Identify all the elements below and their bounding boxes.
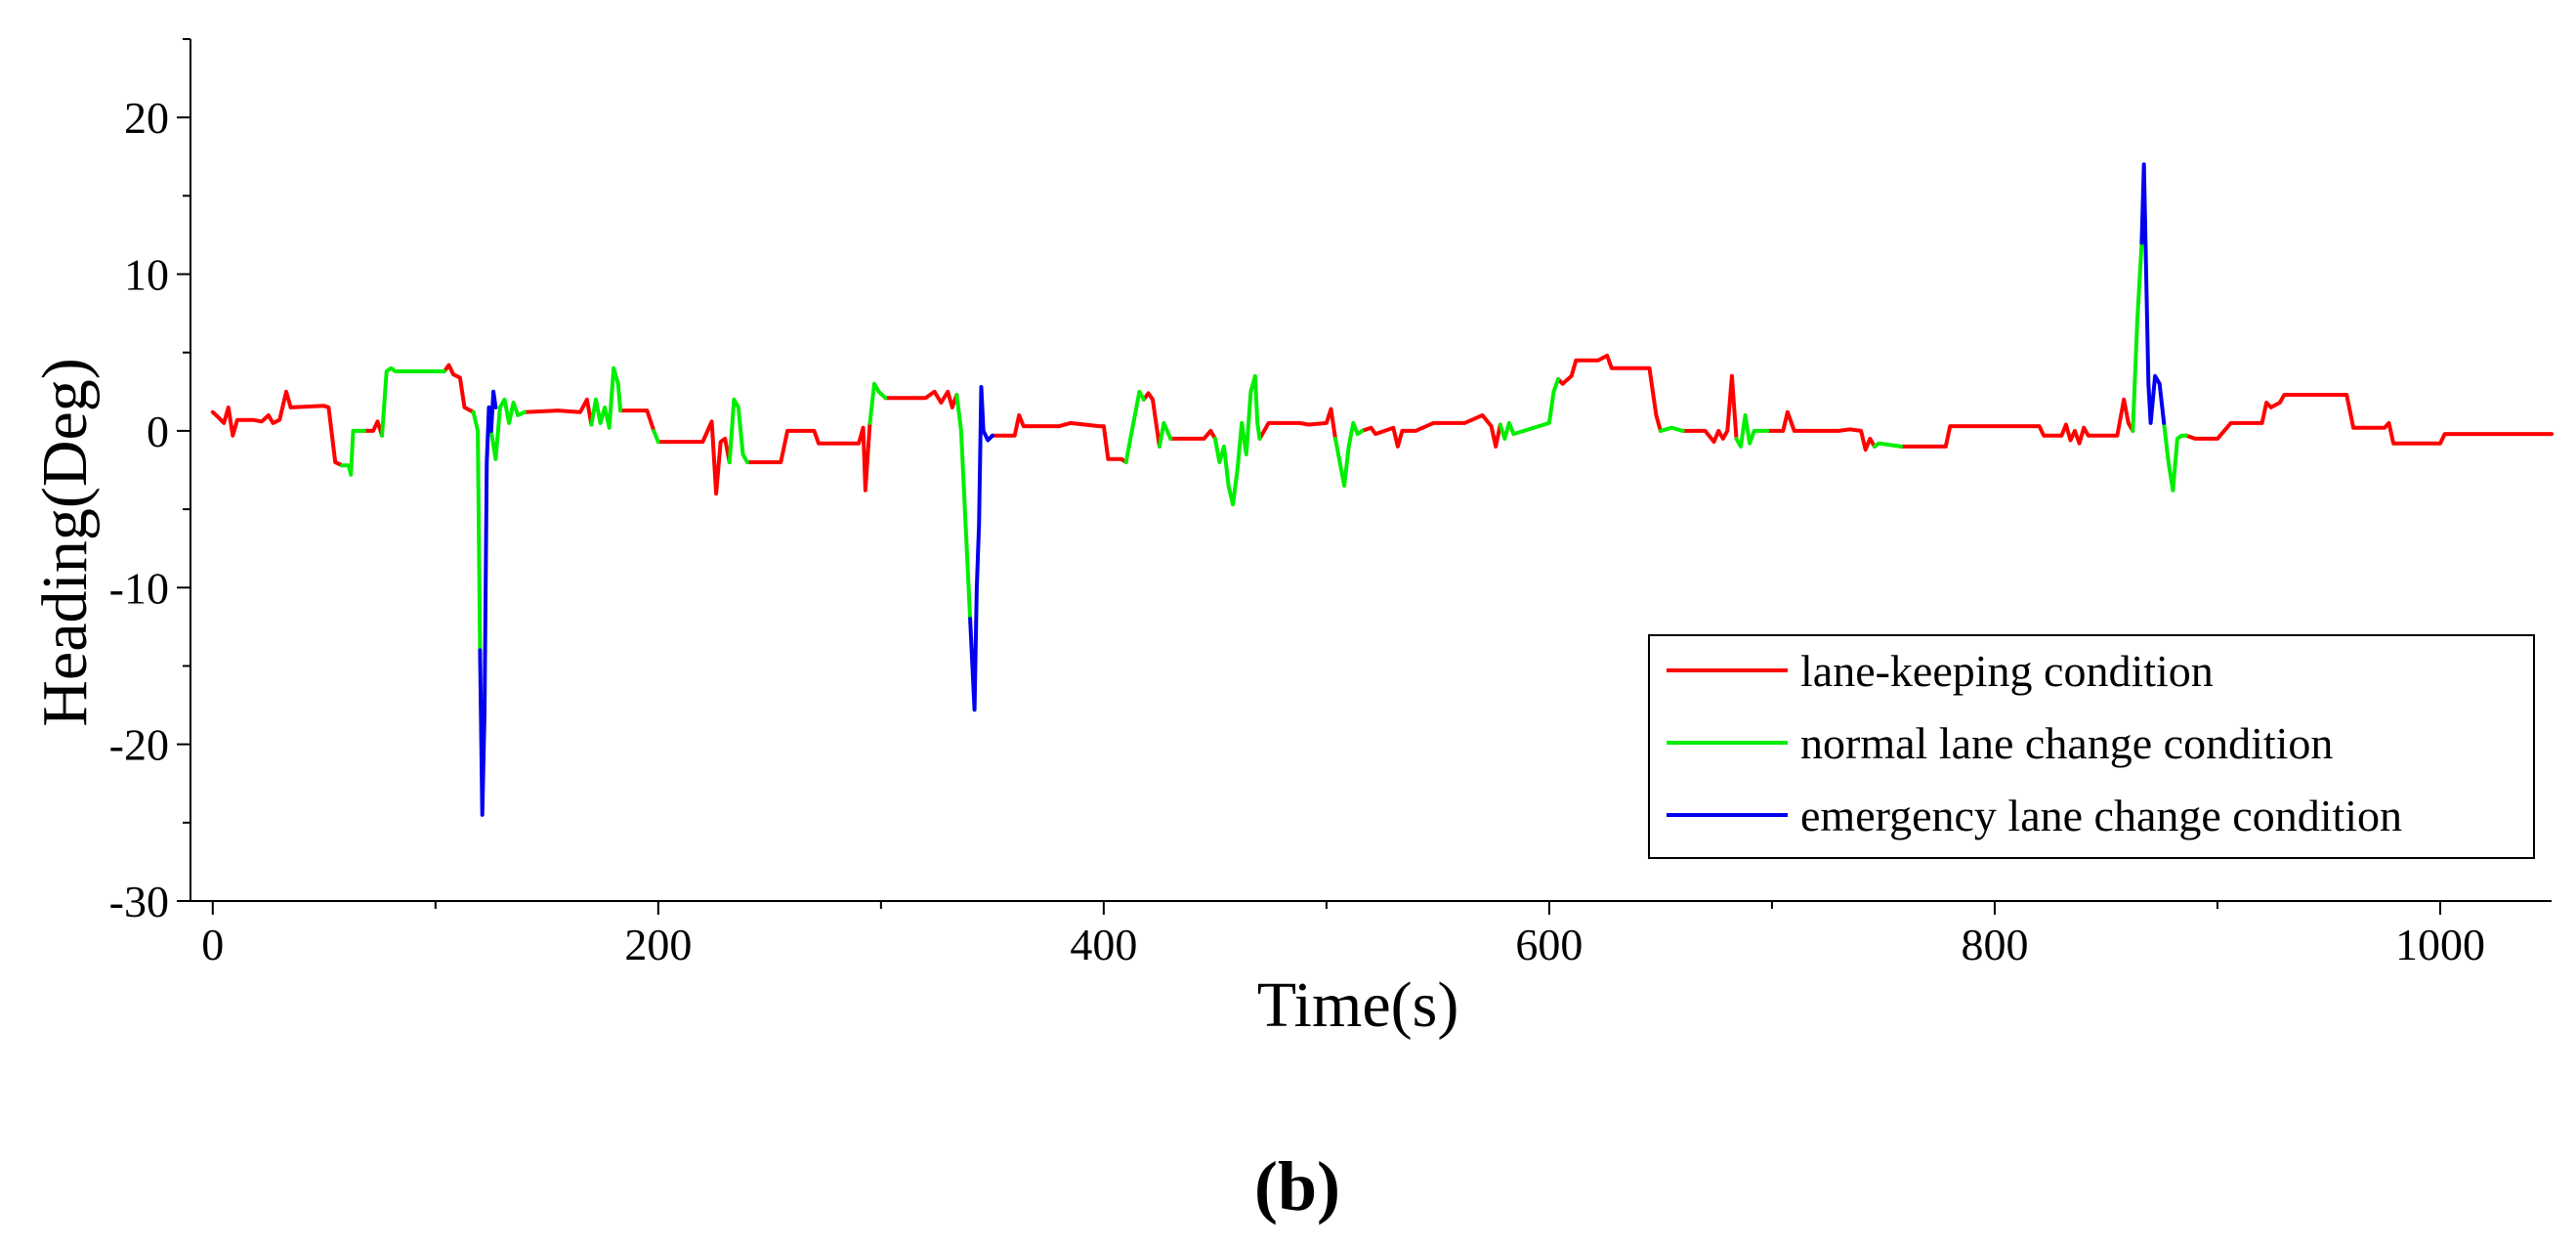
legend-label-0: lane-keeping condition [1800, 646, 2214, 696]
series-0-segment-11 [1257, 407, 1337, 441]
series-0-segment-16 [1899, 397, 2135, 449]
tick-label-layer: 0 200 400 600 800 1000 -30 -20 -10 0 10 20 [109, 93, 2485, 969]
series-1-segment-8 [954, 393, 973, 622]
series-0-segment-3 [523, 397, 594, 427]
x-tick-label: 600 [1515, 920, 1583, 969]
series-0-segment-4 [618, 408, 656, 433]
series-1-segment-13 [1498, 377, 1560, 441]
legend-label-2: emergency lane change condition [1800, 791, 2402, 840]
series-0-segment-17 [2184, 393, 2554, 446]
series-1-segment-11 [1212, 373, 1262, 507]
series-0-segment-8 [990, 412, 1128, 464]
series-2-segment-2 [2139, 162, 2167, 425]
series-0-segment-13 [1556, 353, 1663, 433]
legend-label-1: normal lane change condition [1800, 718, 2333, 768]
series-1-segment-10 [1157, 420, 1173, 449]
panel-label: (b) [1254, 1147, 1340, 1225]
series-1-segment-14 [1658, 425, 1685, 433]
x-axis-title: Time(s) [1257, 969, 1459, 1041]
series-1-segment-7 [867, 381, 888, 425]
series-1-segment-0 [340, 428, 366, 477]
series-2-segment-1 [968, 385, 994, 712]
x-tick-label: 0 [201, 920, 224, 969]
x-tick-label: 800 [1961, 920, 2028, 969]
series-1-segment-16 [1872, 441, 1904, 449]
series-0-segment-15 [1765, 409, 1877, 452]
series-1-segment-17 [2131, 240, 2144, 433]
y-tick-label: -30 [109, 877, 169, 926]
series-1-segment-15 [1734, 412, 1770, 449]
series-1-segment-5 [652, 428, 660, 445]
series-0-segment-9 [1141, 391, 1161, 449]
legend: lane-keeping condition normal lane change… [1648, 634, 2535, 859]
series-0-segment-0 [210, 389, 345, 468]
x-tick-label: 400 [1070, 920, 1137, 969]
legend-box [1648, 634, 2535, 859]
x-tick-label: 1000 [2395, 920, 2485, 969]
series-layer [210, 162, 2554, 817]
legend-items: lane-keeping condition normal lane change… [1667, 646, 2402, 840]
y-tick-label: 0 [147, 407, 169, 456]
series-2-segment-0 [478, 389, 498, 817]
y-tick-label: 20 [124, 93, 169, 143]
y-tick-label: 10 [124, 250, 169, 300]
y-tick-label: -20 [109, 720, 169, 770]
series-0-segment-7 [883, 389, 959, 409]
series-0-segment-1 [361, 419, 385, 438]
x-tick-label: 200 [624, 920, 692, 969]
series-1-segment-1 [380, 365, 446, 438]
axes-layer [177, 38, 2552, 915]
series-1-segment-6 [727, 397, 749, 464]
series-0-segment-5 [655, 419, 732, 496]
series-1-segment-2 [471, 409, 483, 653]
series-0-segment-10 [1168, 428, 1217, 441]
series-1-segment-3 [488, 397, 527, 461]
series-1-segment-12 [1333, 420, 1365, 488]
series-1-segment-18 [2162, 420, 2188, 493]
series-0-segment-14 [1680, 373, 1739, 445]
series-0-segment-6 [745, 420, 872, 493]
y-axis-title: Heading(Deg) [29, 358, 101, 727]
y-tick-label: -10 [109, 563, 169, 613]
series-1-segment-9 [1123, 389, 1146, 464]
series-1-segment-4 [589, 365, 623, 430]
series-0-segment-2 [442, 363, 476, 414]
series-0-segment-12 [1360, 412, 1502, 449]
